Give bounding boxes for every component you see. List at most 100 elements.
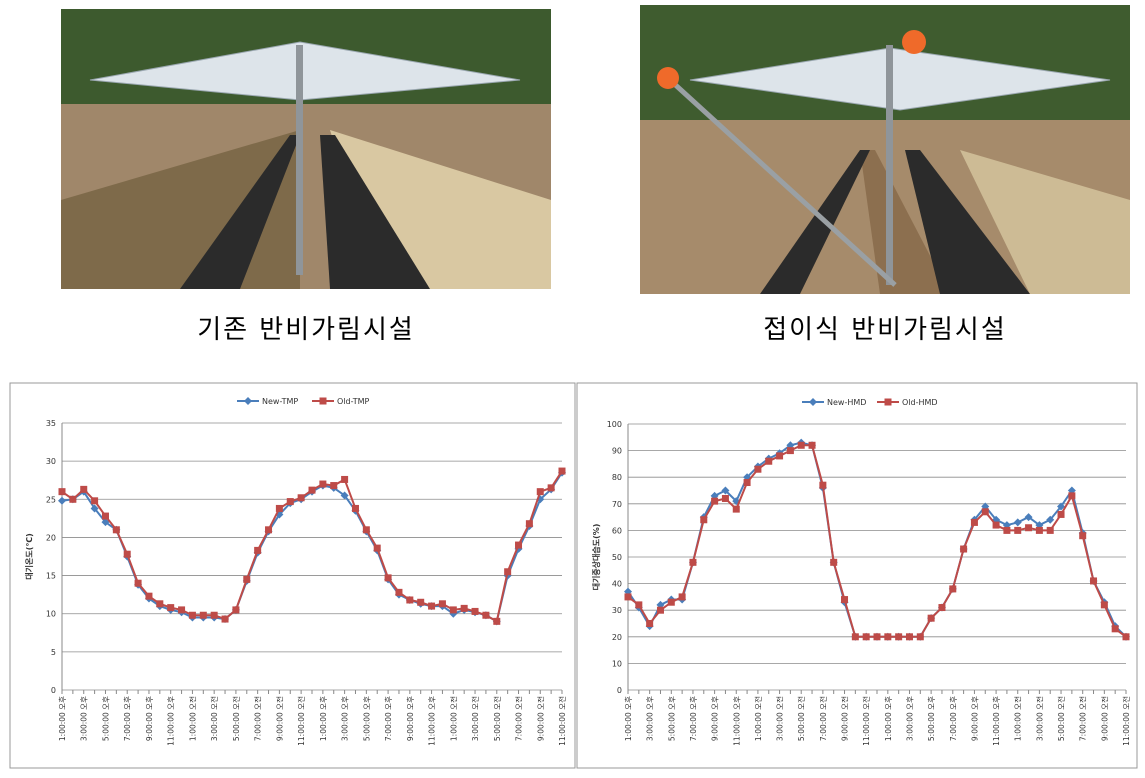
point [1090,577,1098,585]
point [1068,492,1076,500]
x-tick-label: 1:00:00 오전 [448,696,458,741]
x-tick-label: 3:00:00 오후 [341,696,350,741]
point [786,447,794,455]
x-tick-label: 1:00:00 오후 [884,696,893,741]
point [199,611,207,619]
y-tick-label: 5 [51,648,56,657]
point [145,592,153,600]
photo [61,9,551,289]
x-tick-label: 9:00:00 오전 [535,696,545,741]
point [1035,526,1043,534]
x-tick-label: 1:00:00 오후 [319,696,328,741]
y-tick-label: 30 [46,457,56,466]
point [210,611,218,619]
point [732,505,740,513]
y-tick-label: 10 [46,610,56,619]
point [678,593,686,601]
point [808,441,816,449]
x-tick-label: 1:00:00 오후 [58,696,67,741]
point [1079,532,1087,540]
point [667,598,675,606]
point [646,620,654,627]
point [1013,518,1022,527]
point [830,558,838,566]
point [754,465,762,473]
point [438,600,446,608]
point [916,633,924,641]
x-tick-label: 9:00:00 오후 [711,696,720,741]
photo [640,5,1130,294]
x-tick-label: 3:00:00 오전 [775,696,785,741]
point [624,593,632,601]
point [275,504,283,512]
legend-marker [244,397,252,405]
point [1003,526,1011,534]
x-tick-label: 9:00:00 오전 [1099,696,1109,741]
y-tick-label: 100 [607,420,622,429]
point [547,484,555,492]
x-tick-label: 5:00:00 오후 [101,696,110,741]
point [286,498,294,506]
x-tick-label: 11:00:00 오전 [861,696,871,746]
point [504,568,512,576]
point [134,579,142,587]
x-tick-label: 7:00:00 오전 [253,696,263,741]
point [776,452,784,460]
x-tick-label: 5:00:00 오후 [667,696,676,741]
x-tick-label: 3:00:00 오전 [209,696,219,741]
point [700,516,708,524]
x-tick-label: 9:00:00 오후 [406,696,415,741]
y-tick-label: 10 [612,659,622,668]
legend-marker [319,397,327,405]
point [101,512,109,520]
point [69,495,77,503]
x-tick-label: 5:00:00 오전 [492,696,502,741]
point [711,497,719,505]
point [406,596,414,604]
point [471,607,479,615]
point [449,606,457,614]
x-tick-label: 7:00:00 오후 [384,696,393,741]
point [265,526,273,534]
x-tick-label: 11:00:00 오전 [296,696,306,746]
x-tick-label: 7:00:00 오전 [818,696,828,741]
legend-label: New-HMD [827,398,866,407]
point [112,526,120,534]
legend-marker [809,398,817,406]
y-axis-title: 대기중상대습도(%) [591,524,601,591]
point [178,606,186,614]
legend-marker [884,398,892,406]
point [841,596,849,604]
x-tick-label: 3:00:00 오후 [80,696,89,741]
point [373,544,381,552]
point [1014,526,1022,534]
point [1046,526,1054,534]
point [1122,633,1130,641]
point [862,633,870,641]
point [927,614,935,622]
point [515,541,523,549]
chart-frame [576,382,1138,769]
point [1046,515,1055,524]
x-tick-label: 3:00:00 오후 [905,696,914,741]
x-tick-label: 11:00:00 오후 [167,696,176,746]
point [1057,502,1066,511]
y-tick-label: 25 [46,495,56,504]
point [80,485,88,493]
point [417,598,425,606]
x-tick-label: 7:00:00 오전 [514,696,524,741]
point [351,504,359,512]
point [221,615,229,623]
point [460,604,468,612]
y-tick-label: 50 [612,553,622,562]
point [656,606,664,614]
point [635,601,643,609]
x-tick-label: 11:00:00 오후 [992,696,1001,746]
legend-label: Old-TMP [337,397,370,406]
x-tick-label: 7:00:00 오후 [123,696,132,741]
legend-label: New-TMP [262,397,298,406]
x-tick-label: 7:00:00 오후 [949,696,958,741]
point [536,488,544,496]
legend-label: Old-HMD [902,398,938,407]
